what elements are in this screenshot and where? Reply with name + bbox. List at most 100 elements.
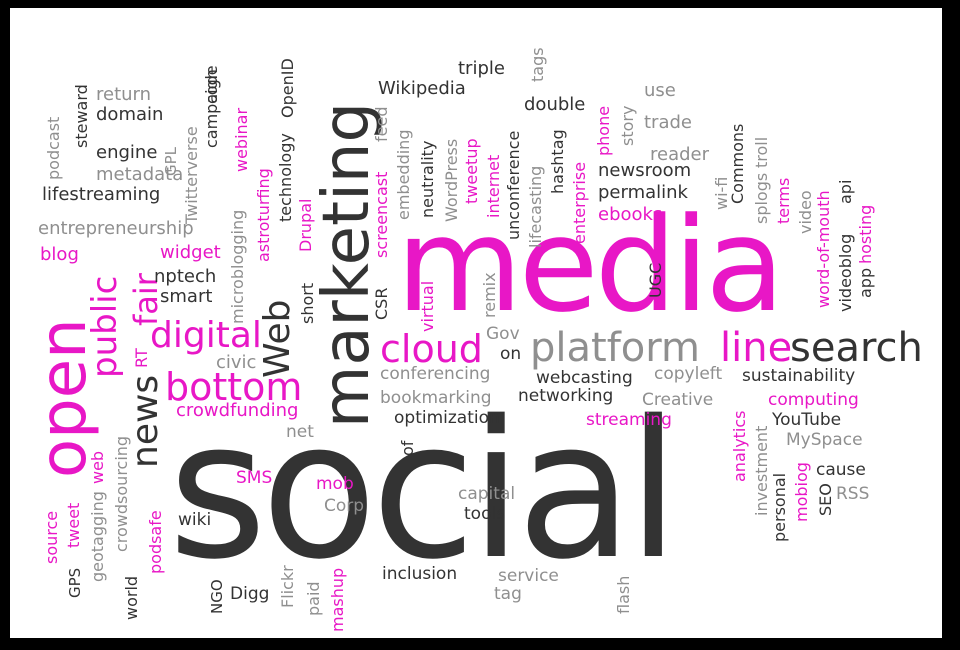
word-use: use [644, 80, 676, 101]
word-investment: investment [752, 425, 771, 516]
word-mobiog: mobiog [792, 462, 811, 522]
word-astroturfing: astroturfing [254, 168, 273, 262]
word-youtube: YouTube [772, 410, 842, 430]
word-code: code [202, 65, 221, 104]
word-neutrality: neutrality [418, 140, 437, 218]
word-media: media [396, 189, 785, 341]
word-openid: OpenID [278, 58, 297, 118]
word-public: public [85, 275, 125, 378]
word-trade: trade [644, 112, 692, 133]
word-unconference: unconference [504, 130, 523, 240]
word-nptech: nptech [154, 266, 217, 287]
word-podsafe: podsafe [146, 510, 165, 574]
word-personal: personal [770, 472, 789, 542]
word-conferencing: conferencing [380, 364, 491, 384]
word-paid: paid [304, 581, 323, 616]
word-entrepreneurship: entrepreneurship [38, 218, 194, 239]
word-bookmarking: bookmarking [380, 388, 492, 408]
word-creative: Creative [642, 390, 714, 410]
word-marketing: marketing [310, 101, 384, 428]
word-civic: civic [216, 352, 257, 373]
word-internet: internet [484, 154, 503, 218]
word-terms: terms [774, 177, 793, 224]
word-web-big: Web [257, 299, 298, 379]
word-videoblog: videoblog [836, 233, 855, 312]
word-troll: troll [752, 136, 771, 168]
word-capital: capital [458, 484, 516, 504]
word-widget: widget [160, 242, 221, 263]
word-cloud: social media marketing open platform sea… [10, 8, 942, 638]
word-story: story [618, 105, 637, 146]
word-search: search [790, 325, 923, 371]
word-tweet: tweet [64, 502, 83, 548]
word-seo: SEO [816, 483, 835, 516]
word-tools: tools [464, 504, 506, 524]
word-twitterverse: Twitterverse [182, 126, 201, 224]
word-short: short [298, 282, 317, 324]
word-wikipedia: Wikipedia [378, 78, 466, 99]
word-streaming: streaming [586, 410, 672, 430]
word-sustainability: sustainability [742, 366, 856, 386]
word-cause: cause [816, 460, 866, 480]
word-engine: engine [96, 142, 158, 163]
word-blog: blog [40, 244, 79, 265]
word-geotagging: geotagging [88, 491, 107, 582]
word-tweetup: tweetup [462, 138, 481, 204]
word-inclusion: inclusion [382, 564, 458, 584]
word-sms: SMS [236, 468, 273, 488]
word-gpl: GPL [162, 146, 180, 176]
word-of: of [398, 440, 417, 456]
word-digital: digital [150, 315, 262, 356]
word-bottom: bottom [165, 365, 303, 409]
word-wordpress: WordPress [442, 138, 461, 222]
word-rss: RSS [836, 484, 870, 504]
word-platform: platform [530, 325, 700, 371]
word-flickr: Flickr [278, 565, 297, 608]
word-csr: CSR [372, 287, 391, 320]
word-rt: RT [132, 348, 151, 368]
word-optimization: optimization [394, 408, 500, 428]
word-cloud-term: cloud [380, 327, 483, 371]
word-myspace: MySpace [786, 430, 863, 450]
word-net: net [286, 422, 314, 442]
word-news: news [125, 374, 166, 468]
word-wiki: wiki [178, 510, 212, 530]
word-crowdfunding: crowdfunding [176, 400, 299, 421]
word-line: line [720, 325, 793, 371]
word-permalink: permalink [598, 182, 688, 203]
word-virtual: virtual [418, 280, 437, 332]
word-screencast: screencast [372, 171, 391, 258]
word-networking: networking [518, 386, 614, 406]
word-remix: remix [480, 272, 499, 318]
word-lifestreaming: lifestreaming [42, 184, 161, 205]
word-ugc: UGC [646, 262, 665, 298]
word-return: return [96, 84, 152, 105]
word-video: video [796, 190, 815, 234]
word-on: on [500, 344, 522, 364]
word-web-small: web [88, 450, 107, 484]
word-webinar: webinar [232, 107, 251, 172]
word-drupal: Drupal [296, 198, 315, 252]
word-steward: steward [72, 84, 91, 148]
word-metadata: metadata [96, 164, 184, 185]
word-double: double [524, 94, 586, 115]
word-feed: feed [372, 106, 391, 142]
word-ngo: NGO [208, 579, 226, 614]
word-gps: GPS [66, 567, 84, 598]
word-flash: flash [614, 575, 633, 614]
word-tags: tags [528, 47, 547, 82]
word-commons: Commons [728, 123, 747, 204]
word-podcast: podcast [44, 116, 63, 180]
word-domain: domain [96, 104, 164, 125]
word-webcasting: webcasting [536, 368, 633, 388]
word-corp: Corp [324, 496, 365, 516]
word-splogs: splogs [752, 172, 771, 224]
word-crowdsourcing: crowdsourcing [112, 435, 131, 552]
word-word-of-mouth: word-of-mouth [814, 190, 833, 308]
word-computing: computing [768, 390, 859, 410]
word-reader: reader [650, 144, 710, 165]
word-technology: technology [276, 133, 295, 222]
word-source: source [42, 510, 61, 564]
word-copyleft: copyleft [654, 364, 723, 384]
word-ebooks: ebooks [598, 204, 663, 225]
